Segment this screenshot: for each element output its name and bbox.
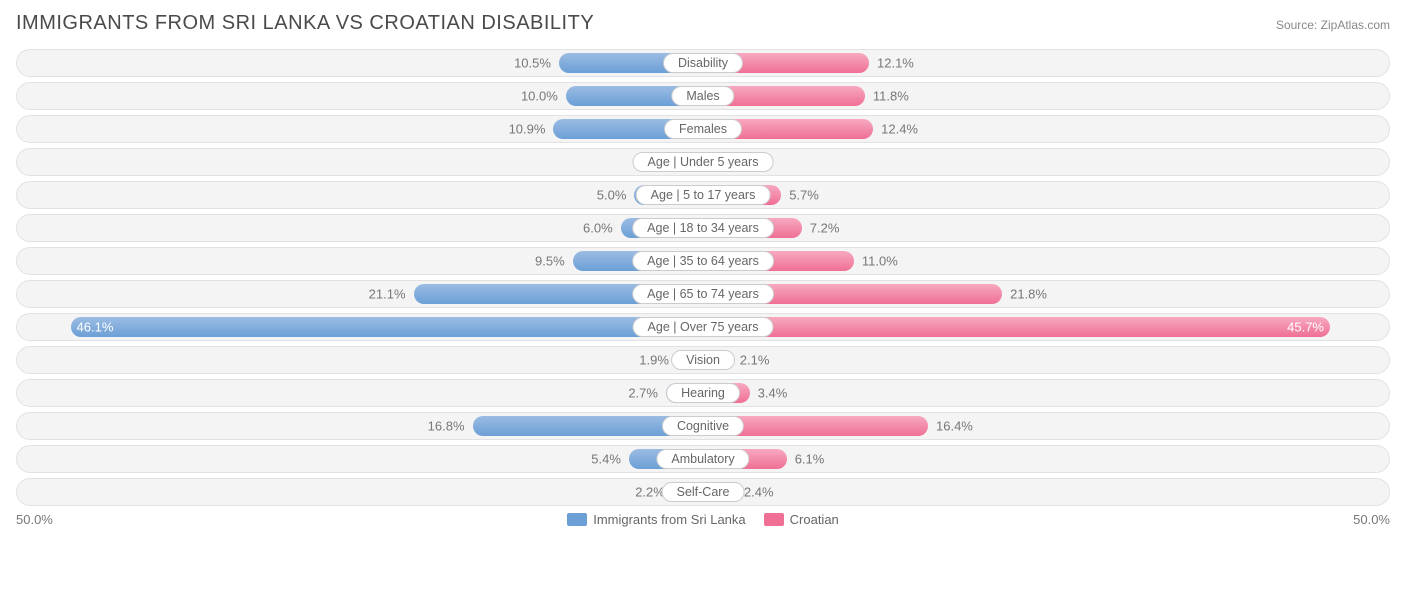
chart-row: 9.5% 11.0% Age | 35 to 64 years — [16, 247, 1390, 275]
value-left: 16.8% — [428, 419, 465, 434]
category-label: Ambulatory — [656, 449, 749, 469]
category-label: Age | 35 to 64 years — [632, 251, 774, 271]
value-left: 10.0% — [521, 89, 558, 104]
value-left: 6.0% — [583, 221, 613, 236]
chart-row: 21.1% 21.8% Age | 65 to 74 years — [16, 280, 1390, 308]
chart-row: 2.2% 2.4%Self-Care — [16, 478, 1390, 506]
chart-header: IMMIGRANTS FROM SRI LANKA VS CROATIAN DI… — [16, 12, 1390, 35]
chart-row: 1.1%1.5%Age | Under 5 years — [16, 148, 1390, 176]
value-left: 10.9% — [509, 122, 546, 137]
legend-label-left: Immigrants from Sri Lanka — [593, 512, 745, 527]
category-label: Self-Care — [662, 482, 745, 502]
value-right: 21.8% — [1010, 287, 1047, 302]
diverging-bar-chart: 10.5% 12.1% Disability 10.0% 11.8% Males 10.9%… — [16, 49, 1390, 506]
value-left: 2.7% — [628, 386, 658, 401]
legend-label-right: Croatian — [790, 512, 839, 527]
legend-swatch-left — [567, 513, 587, 526]
value-left: 5.0% — [597, 188, 627, 203]
value-right: 11.8% — [873, 89, 909, 104]
value-right: 5.7% — [789, 188, 819, 203]
value-left: 9.5% — [535, 254, 565, 269]
value-right: 6.1% — [795, 452, 825, 467]
chart-row: 10.5% 12.1% Disability — [16, 49, 1390, 77]
value-left: 10.5% — [514, 56, 551, 71]
category-label: Cognitive — [662, 416, 744, 436]
value-left: 5.4% — [591, 452, 621, 467]
category-label: Vision — [671, 350, 735, 370]
chart-row: 46.1% 45.7% Age | Over 75 years — [16, 313, 1390, 341]
legend-item-right: Croatian — [764, 512, 839, 527]
value-right: 3.4% — [758, 386, 788, 401]
category-label: Age | Over 75 years — [633, 317, 774, 337]
chart-footer: 50.0% Immigrants from Sri Lanka Croatian… — [16, 512, 1390, 527]
value-right: 45.7% — [1287, 320, 1324, 335]
axis-right-max: 50.0% — [1353, 512, 1390, 527]
value-right: 7.2% — [810, 221, 840, 236]
chart-row: 10.9% 12.4% Females — [16, 115, 1390, 143]
value-right: 2.4% — [744, 485, 774, 500]
chart-row: 1.9% 2.1% Vision — [16, 346, 1390, 374]
category-label: Age | 5 to 17 years — [636, 185, 771, 205]
chart-row: 5.4% 6.1% Ambulatory — [16, 445, 1390, 473]
category-label: Females — [664, 119, 742, 139]
bar-left: 46.1% — [71, 317, 703, 337]
legend-item-left: Immigrants from Sri Lanka — [567, 512, 745, 527]
value-right: 16.4% — [936, 419, 973, 434]
category-label: Age | 65 to 74 years — [632, 284, 774, 304]
value-right: 11.0% — [862, 254, 898, 269]
chart-row: 5.0% 5.7% Age | 5 to 17 years — [16, 181, 1390, 209]
bar-right: 45.7% — [703, 317, 1330, 337]
value-left: 46.1% — [77, 320, 114, 335]
category-label: Age | Under 5 years — [633, 152, 774, 172]
category-label: Age | 18 to 34 years — [632, 218, 774, 238]
value-left: 1.9% — [639, 353, 669, 368]
chart-row: 6.0% 7.2% Age | 18 to 34 years — [16, 214, 1390, 242]
value-right: 2.1% — [740, 353, 770, 368]
legend: Immigrants from Sri Lanka Croatian — [53, 512, 1353, 527]
value-left: 2.2% — [635, 485, 665, 500]
chart-row: 2.7% 3.4% Hearing — [16, 379, 1390, 407]
value-right: 12.4% — [881, 122, 918, 137]
category-label: Hearing — [666, 383, 740, 403]
chart-row: 16.8% 16.4% Cognitive — [16, 412, 1390, 440]
chart-title: IMMIGRANTS FROM SRI LANKA VS CROATIAN DI… — [16, 12, 594, 35]
value-right: 12.1% — [877, 56, 914, 71]
chart-source: Source: ZipAtlas.com — [1276, 18, 1390, 32]
chart-row: 10.0% 11.8% Males — [16, 82, 1390, 110]
legend-swatch-right — [764, 513, 784, 526]
category-label: Males — [671, 86, 734, 106]
axis-left-max: 50.0% — [16, 512, 53, 527]
category-label: Disability — [663, 53, 743, 73]
value-left: 21.1% — [369, 287, 406, 302]
